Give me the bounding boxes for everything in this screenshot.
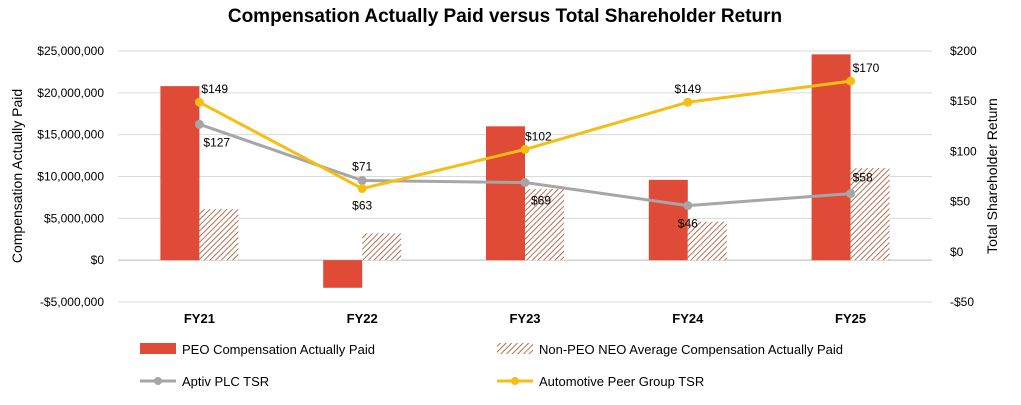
aptiv-tsr-data-label: $127 [203, 135, 230, 149]
peo-cap-bar [648, 179, 688, 261]
y-axis-title-right: Total Shareholder Return [984, 98, 1000, 254]
non-peo-cap-bar [850, 168, 890, 261]
aptiv-tsr-data-label: $69 [531, 194, 551, 208]
y-tick-label-right: -$50 [950, 295, 974, 309]
legend-non-peo-cap-label: Non-PEO NEO Average Compensation Actuall… [539, 342, 843, 357]
y-axis-title-left: Compensation Actually Paid [9, 89, 25, 263]
y-tick-label-left: -$5,000,000 [40, 295, 104, 309]
x-category-label: FY23 [509, 311, 540, 326]
peer-tsr-point [357, 184, 367, 194]
peer-tsr-point [520, 144, 530, 154]
peer-tsr-data-label: $149 [674, 82, 701, 96]
peer-tsr-point [683, 97, 693, 107]
peo-cap-bar [811, 54, 851, 261]
peo-cap-bar [323, 260, 363, 288]
aptiv-tsr-point [194, 119, 204, 129]
x-category-label: FY25 [835, 311, 866, 326]
peer-tsr-point [194, 97, 204, 107]
aptiv-tsr-point [357, 176, 367, 186]
aptiv-tsr-point [520, 178, 530, 188]
peer-tsr-data-label: $102 [525, 129, 552, 143]
y-tick-label-right: $100 [950, 144, 977, 158]
x-category-label: FY24 [672, 311, 704, 326]
legend-aptiv-tsr-label: Aptiv PLC TSR [182, 374, 269, 389]
y-tick-label-left: $20,000,000 [37, 86, 104, 100]
aptiv-tsr-data-label: $71 [352, 160, 372, 174]
non-peo-cap-bar [525, 189, 564, 261]
y-tick-label-right: $50 [950, 195, 970, 209]
legend-peo-cap-swatch [140, 343, 176, 354]
y-tick-label-right: $200 [950, 44, 977, 58]
x-category-label: FY21 [184, 311, 215, 326]
aptiv-tsr-point [846, 189, 856, 199]
legend-peer-tsr-label: Automotive Peer Group TSR [539, 374, 704, 389]
legend-aptiv-tsr-swatch-marker [154, 377, 162, 385]
legend-non-peo-cap-swatch [497, 343, 533, 354]
y-tick-label-left: $15,000,000 [37, 128, 104, 142]
legend-peo-cap-label: PEO Compensation Actually Paid [182, 342, 375, 357]
y-tick-label-left: $0 [91, 253, 105, 267]
y-tick-label-right: $0 [950, 245, 964, 259]
aptiv-tsr-point [683, 201, 693, 211]
peer-tsr-data-label: $170 [853, 61, 880, 75]
peo-cap-bar [486, 126, 525, 261]
y-tick-label-left: $25,000,000 [37, 44, 104, 58]
peer-tsr-data-label: $63 [352, 199, 372, 213]
non-peo-cap-bar [362, 233, 402, 261]
y-tick-label-left: $10,000,000 [37, 170, 104, 184]
non-peo-cap-bar [687, 221, 727, 261]
chart-title: Compensation Actually Paid versus Total … [227, 6, 783, 27]
peer-tsr-data-label: $149 [201, 82, 228, 96]
y-tick-label-right: $150 [950, 94, 977, 108]
x-category-label: FY22 [347, 311, 378, 326]
non-peo-cap-bar [199, 209, 239, 261]
peer-tsr-point [846, 76, 856, 86]
aptiv-tsr-data-label: $46 [678, 217, 698, 231]
aptiv-tsr-data-label: $58 [853, 171, 873, 185]
peo-cap-bar [160, 86, 200, 261]
y-tick-label-left: $5,000,000 [44, 211, 104, 225]
legend-peer-tsr-swatch-marker [511, 377, 519, 385]
